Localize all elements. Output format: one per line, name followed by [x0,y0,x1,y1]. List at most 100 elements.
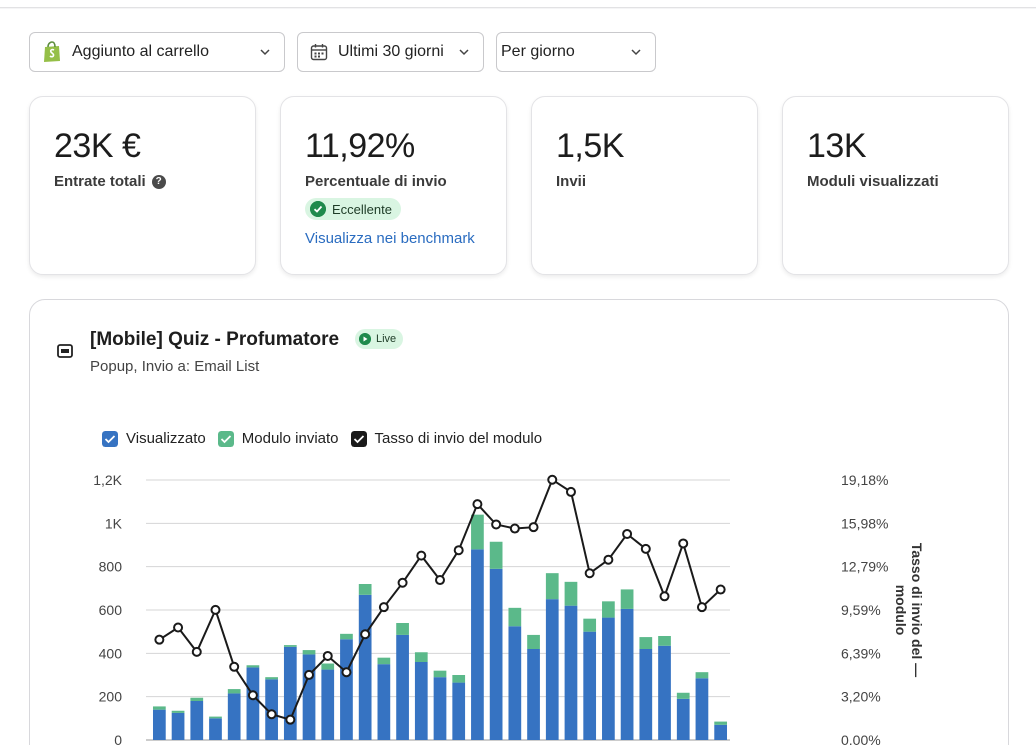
bar-viewed [358,594,372,740]
y-right-tick-label: 12,79% [841,559,888,575]
checkbox-icon [350,430,367,447]
check-circle-icon [310,201,326,217]
rate-point [360,629,371,640]
y-left-tick-label: 1,2K [93,472,122,488]
bar-submitted [227,689,241,694]
bar-viewed [152,709,166,740]
metric-value: 1,5K [556,127,624,165]
benchmark-link[interactable]: Visualizza nei benchmark [305,230,475,247]
bar-viewed [508,626,522,740]
rate-point [547,474,558,485]
bar-viewed [340,639,353,740]
bar-submitted [358,584,372,595]
metric-card-revenue: 23K € Entrate totali? [29,96,256,275]
rate-point [696,602,707,613]
rate-point [229,661,240,672]
bar-submitted [639,637,653,649]
legend-item-submitted[interactable]: Modulo inviato [217,430,339,447]
bar-submitted [321,663,335,670]
form-title[interactable]: [Mobile] Quiz - Profumatore [90,329,340,350]
y-right-tick-label: 19,18% [841,472,888,488]
bar-submitted [489,541,503,569]
metric-label: Percentuale di invio [305,173,447,190]
rate-point [416,550,427,561]
bar-submitted [190,697,204,701]
bar-submitted [583,618,597,632]
rate-point [322,650,333,661]
bar-viewed [714,724,728,740]
bar-submitted [527,634,540,649]
rate-point [435,575,445,586]
bar-viewed [658,645,671,740]
bar-viewed [489,568,503,740]
granularity-dropdown[interactable]: Per giorno [496,32,656,72]
form-subtitle: Popup, Invio a: Email List [90,358,260,375]
y-right-axis-title: Tasso di invio del —modulo [893,543,925,677]
legend-label: Tasso di invio del modulo [374,430,543,447]
bar-submitted [209,716,222,719]
rate-point [622,528,633,539]
bar-submitted [658,636,671,646]
chevron-down-icon [260,49,270,56]
bar-submitted [340,633,353,640]
y-right-tick-label: 6,39% [841,645,881,661]
play-circle-icon [359,333,371,345]
rate-point [191,646,202,657]
bar-submitted [283,645,297,647]
checkbox-icon [102,430,118,447]
granularity-label: Per giorno [501,43,575,60]
bar-viewed [377,664,391,740]
bar-submitted [508,607,522,627]
legend-label: Visualizzato [126,430,206,447]
bar-viewed [695,678,709,740]
rate-point [453,545,464,556]
bar-submitted [302,650,316,655]
bar-viewed [396,634,409,740]
rate-point [285,714,296,725]
bar-submitted [602,601,615,618]
bar-viewed [321,669,335,740]
bar-submitted [152,706,166,710]
bar-viewed [602,617,615,740]
y-right-tick-label: 0,00% [841,732,881,745]
bar-viewed [283,646,297,740]
bar-submitted [452,675,466,683]
form-performance-panel: [Mobile] Quiz - Profumatore Live Popup, … [29,299,1009,745]
legend-item-viewed[interactable]: Visualizzato [102,430,206,447]
y-left-tick-label: 1K [105,515,123,531]
y-right-tick-label: 9,59% [841,602,881,618]
bar-submitted [471,514,484,550]
rate-point [715,584,726,595]
bar-viewed [209,718,222,740]
rate-point [659,591,670,602]
form-submissions-chart: 0 200 400 600 800 1K 1,2K 0,00% 3,20% 6,39% 9,59% 1… [93,472,925,745]
live-badge: Live [355,329,404,349]
y-right-tick-label: 3,20% [841,689,881,705]
chevron-down-icon [631,49,641,56]
calendar-icon [310,44,328,61]
bar-viewed [452,682,466,740]
rate-point [266,709,277,720]
bar-viewed [545,599,559,740]
bar-viewed [246,667,260,740]
bar-viewed [676,698,690,740]
metric-label: Moduli visualizzati [807,173,939,190]
legend-item-rate[interactable]: Tasso di invio del modulo [350,430,543,447]
bar-viewed [433,677,447,740]
bar-viewed [583,631,597,740]
bar-submitted [396,623,409,635]
event-filter-label: Aggiunto al carrello [72,43,209,60]
date-range-dropdown[interactable]: Ultimi 30 giorni [297,32,484,72]
event-filter-dropdown[interactable]: Aggiunto al carrello [29,32,285,72]
bar-viewed [171,712,185,740]
rate-point [603,554,614,565]
legend-label: Modulo inviato [241,430,339,447]
rate-point [378,602,389,613]
badge-label: Eccellente [332,201,392,217]
bar-viewed [471,549,484,740]
bar-submitted [433,670,447,678]
bar-viewed [227,693,241,740]
metric-card-submissions: 1,5K Invii [531,96,758,275]
help-icon[interactable]: ? [151,174,166,189]
rate-point [304,669,315,680]
